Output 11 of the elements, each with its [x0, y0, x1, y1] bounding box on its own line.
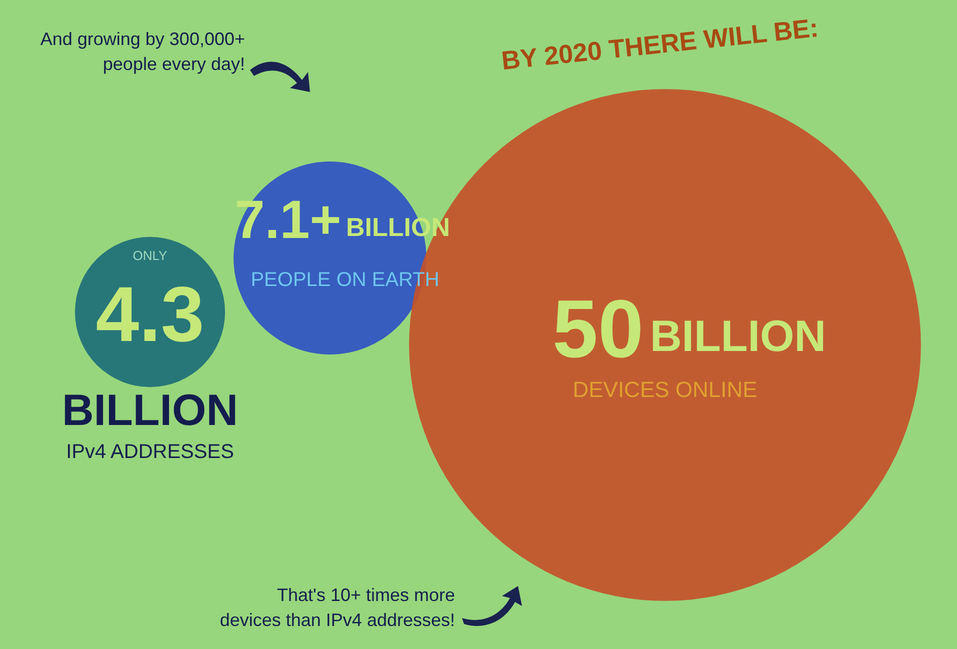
data-label: 50 — [552, 284, 644, 375]
data-label: 4.3 — [96, 270, 204, 358]
text: BY 2020 THERE WILL BE: — [500, 12, 820, 76]
category-label: IPv4 ADDRESSES — [66, 441, 234, 463]
text: ONLY — [132, 248, 168, 263]
text: BILLION — [62, 386, 238, 435]
data-label: 7.1+ — [234, 190, 342, 250]
category-label: DEVICES ONLINE — [572, 377, 758, 402]
text: That's 10+ times more devices than IPv4 addresses! — [220, 585, 455, 630]
text: BILLION — [650, 312, 826, 361]
text: And growing by 300,000+ people every day! — [40, 29, 245, 74]
